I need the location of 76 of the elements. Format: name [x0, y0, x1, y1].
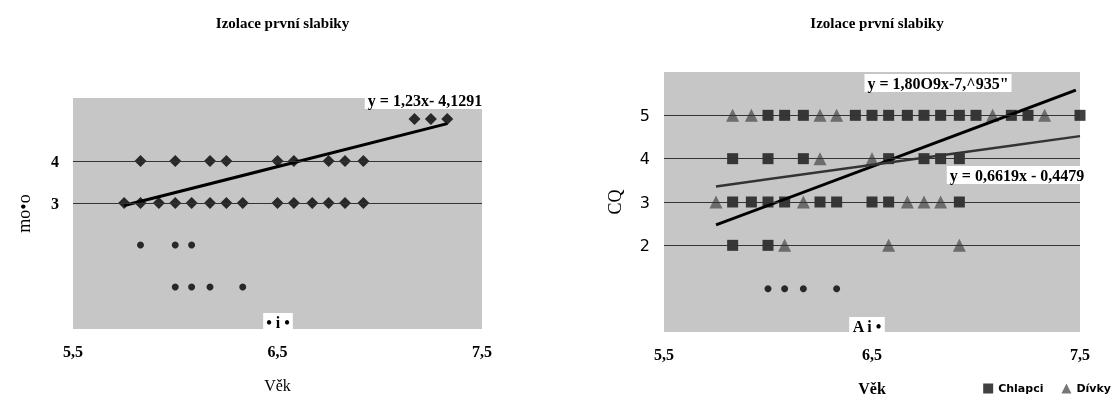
point	[745, 196, 757, 208]
point	[762, 109, 774, 121]
point	[779, 109, 791, 121]
point	[900, 195, 914, 209]
x-tick-label: 6,5	[267, 342, 288, 360]
point	[813, 108, 827, 122]
point	[797, 109, 809, 121]
y-tick-label: 4	[51, 152, 59, 170]
x-tick-label: 7,5	[472, 342, 492, 360]
x-tick-label: 5,5	[654, 345, 674, 363]
point	[917, 195, 931, 209]
annotation: y = 0,6619x - 0,4479	[949, 166, 1085, 185]
point	[188, 241, 196, 249]
point	[814, 196, 826, 208]
point	[953, 196, 965, 208]
point	[831, 196, 843, 208]
point	[727, 239, 739, 251]
y-axis-title: CQ	[605, 189, 625, 215]
point	[762, 153, 774, 165]
point	[726, 108, 740, 122]
annotation: y = 1,80O9x-7,^935"	[867, 74, 1009, 93]
y-axis-title: mo•o	[14, 194, 34, 233]
chart-title: Izolace první slabiky	[215, 14, 350, 31]
point	[709, 195, 723, 209]
point	[441, 113, 454, 125]
y-tick-label: 2	[639, 235, 650, 255]
point	[171, 241, 179, 249]
point	[830, 108, 844, 122]
annotation: y = 1,23x- 4,1291	[367, 91, 483, 110]
point	[797, 153, 809, 165]
x-tick-label: 5,5	[63, 342, 83, 360]
point	[849, 109, 861, 121]
point	[239, 283, 247, 291]
legend-label: Dívky	[1076, 382, 1111, 395]
x-tick-label: 6,5	[862, 345, 882, 363]
y-tick-label: 5	[639, 105, 650, 125]
point	[866, 196, 878, 208]
point	[883, 109, 895, 121]
y-tick-label: 3	[51, 194, 59, 212]
point	[935, 109, 947, 121]
point	[866, 109, 878, 121]
point	[778, 238, 792, 252]
point	[799, 285, 807, 293]
annotation: • i •	[266, 313, 290, 331]
annotation: A i •	[852, 317, 882, 335]
x-axis-title: Věk	[858, 379, 886, 397]
legend-label: Chlapci	[998, 382, 1044, 395]
point	[970, 109, 982, 121]
x-tick-label: 7,5	[1070, 345, 1090, 363]
y-tick-label: 3	[639, 192, 650, 212]
point	[727, 196, 739, 208]
point	[727, 153, 739, 165]
point	[918, 109, 930, 121]
point	[813, 152, 827, 166]
point	[1074, 109, 1086, 121]
point	[188, 283, 196, 291]
point	[764, 285, 772, 293]
point	[833, 285, 841, 293]
point	[882, 238, 896, 252]
point	[1038, 108, 1052, 122]
point	[901, 109, 913, 121]
point	[744, 108, 758, 122]
point	[136, 241, 144, 249]
point	[408, 113, 421, 125]
point	[934, 195, 948, 209]
x-axis-title: Věk	[264, 376, 291, 394]
point	[883, 196, 895, 208]
point	[796, 195, 810, 209]
chart-title: Izolace první slabiky	[810, 14, 945, 31]
y-tick-label: 4	[639, 149, 650, 169]
point	[171, 283, 179, 291]
point	[762, 239, 774, 251]
point	[424, 113, 437, 125]
point	[952, 238, 966, 252]
point	[953, 109, 965, 121]
point	[781, 285, 789, 293]
